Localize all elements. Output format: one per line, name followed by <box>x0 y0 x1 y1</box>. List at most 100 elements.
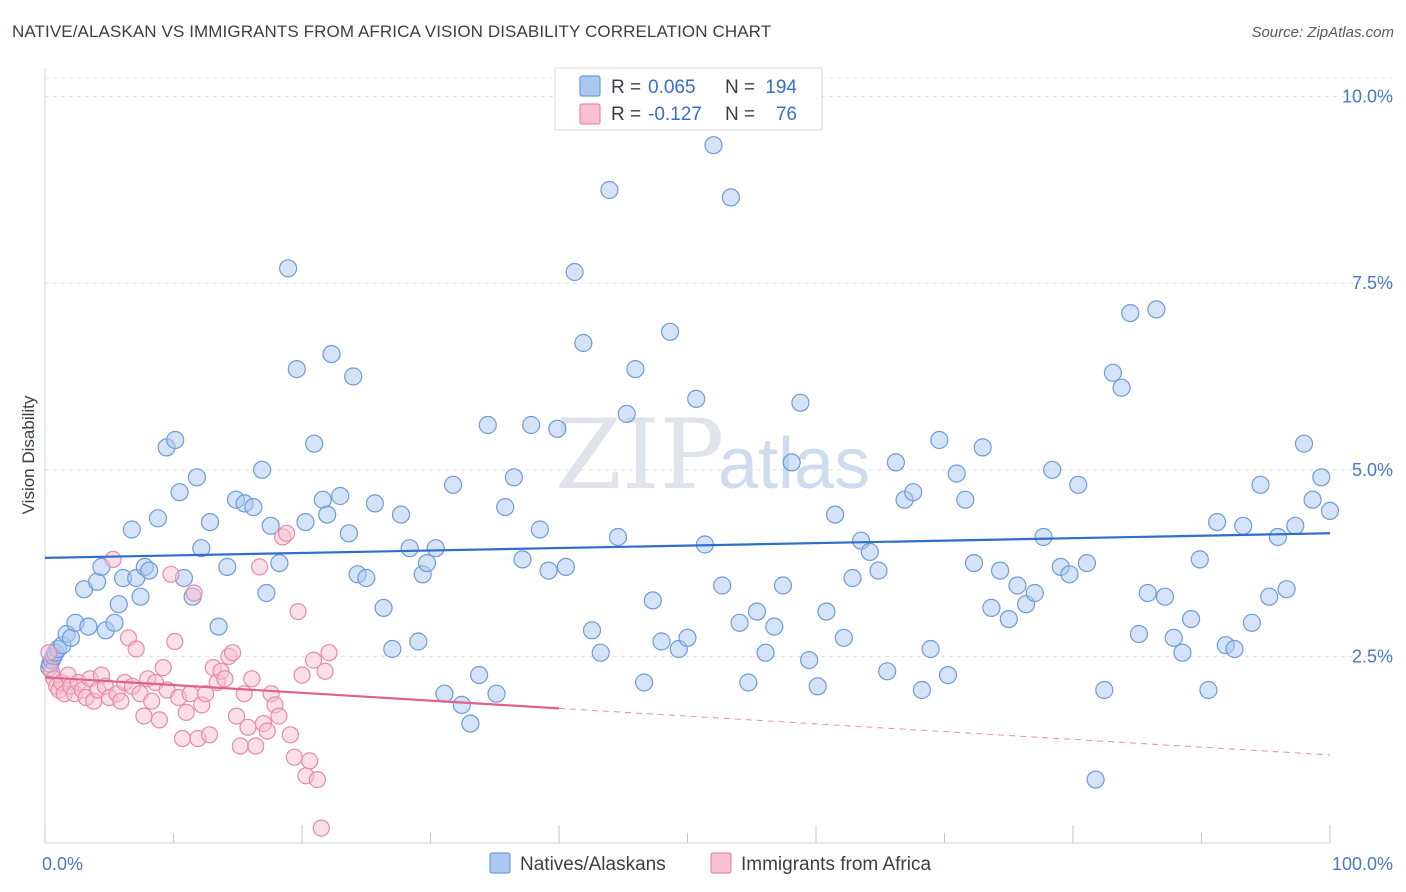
correlation-legend: R = 0.065 N = 194 R = -0.127 N = 76 <box>554 67 823 131</box>
data-point <box>1234 516 1253 535</box>
data-point <box>504 468 524 487</box>
data-point <box>591 643 610 662</box>
data-point <box>938 665 958 685</box>
data-point <box>281 726 299 744</box>
data-point <box>112 692 130 710</box>
data-point <box>626 360 645 379</box>
data-point <box>452 695 471 715</box>
data-point <box>185 584 203 602</box>
data-point <box>1207 512 1227 532</box>
data-point <box>400 539 419 558</box>
data-point <box>1129 624 1149 644</box>
data-point <box>964 553 984 573</box>
data-point <box>140 561 159 580</box>
data-point <box>357 568 376 588</box>
data-point <box>104 550 122 569</box>
data-point <box>791 393 810 412</box>
data-point <box>1155 587 1175 606</box>
data-point <box>374 598 393 618</box>
data-point <box>1086 770 1105 789</box>
data-point <box>170 483 189 502</box>
data-point <box>1147 300 1166 319</box>
data-point <box>261 516 280 535</box>
legend-r-value: 0.065 <box>648 77 696 98</box>
data-point <box>192 539 211 558</box>
data-point <box>253 460 272 479</box>
data-point <box>1025 583 1044 603</box>
data-point <box>921 639 940 659</box>
data-point <box>150 711 168 729</box>
legend-r-label: R = <box>611 104 641 125</box>
legend-n-value: 76 <box>776 104 797 125</box>
data-point <box>231 737 249 755</box>
data-point <box>187 468 206 487</box>
y-axis-label: Vision Disability <box>19 395 38 514</box>
data-point <box>1173 643 1192 662</box>
data-point <box>860 542 879 562</box>
data-point <box>331 486 350 506</box>
data-point <box>105 613 124 632</box>
data-point <box>197 685 215 703</box>
data-point <box>239 718 257 736</box>
data-point <box>426 539 445 558</box>
data-point <box>289 602 307 621</box>
data-point <box>1303 490 1322 509</box>
data-point <box>278 524 296 542</box>
data-point <box>322 345 341 364</box>
data-point <box>148 509 167 528</box>
data-point <box>287 360 306 379</box>
data-point <box>1251 475 1270 494</box>
data-point <box>122 520 141 539</box>
data-point <box>218 557 237 577</box>
data-point <box>247 737 265 755</box>
data-point <box>285 748 303 766</box>
data-point <box>678 628 697 647</box>
data-point <box>1043 460 1062 479</box>
data-point <box>244 498 263 517</box>
data-point <box>258 722 276 740</box>
data-point <box>200 726 219 744</box>
data-point <box>739 673 758 692</box>
data-point <box>582 621 602 640</box>
data-point <box>435 684 454 703</box>
legend-swatch-africa <box>579 103 601 125</box>
data-point <box>461 714 480 733</box>
legend-r-value: -0.127 <box>648 104 702 125</box>
data-point <box>1164 628 1183 647</box>
data-point <box>912 680 932 700</box>
data-point <box>305 651 323 669</box>
data-point <box>886 453 906 472</box>
data-point <box>1190 550 1209 569</box>
trend-line-africa-extension <box>558 707 1331 756</box>
data-point <box>339 524 358 543</box>
data-point <box>1320 501 1340 520</box>
data-point <box>548 419 567 438</box>
data-point <box>878 662 897 681</box>
data-point <box>87 572 107 591</box>
data-point <box>177 703 195 722</box>
legend-r-label: R = <box>611 77 641 98</box>
tick-labels: 2.5% 5.0% 7.5% 10.0% 0.0% 100.0% <box>42 87 1393 874</box>
data-point <box>1260 587 1279 606</box>
data-point <box>1034 527 1053 547</box>
data-point <box>216 670 234 688</box>
bottom-legend-natives: Natives/Alaskans <box>520 854 666 875</box>
data-point <box>344 367 363 386</box>
data-point <box>1008 576 1027 595</box>
data-point <box>765 617 784 636</box>
bottom-legend-africa: Immigrants from Africa <box>741 854 931 875</box>
data-point <box>224 644 242 662</box>
data-point <box>305 434 324 453</box>
data-point <box>730 613 749 632</box>
data-point <box>135 707 153 725</box>
bottom-legend-swatch-africa <box>710 852 732 874</box>
data-point <box>1277 580 1296 599</box>
data-point <box>143 692 161 710</box>
data-point <box>930 430 949 450</box>
data-point <box>166 632 184 651</box>
data-point <box>251 558 269 576</box>
data-point <box>817 602 836 621</box>
data-point <box>643 591 662 610</box>
data-point <box>417 553 437 573</box>
data-point <box>522 415 541 435</box>
